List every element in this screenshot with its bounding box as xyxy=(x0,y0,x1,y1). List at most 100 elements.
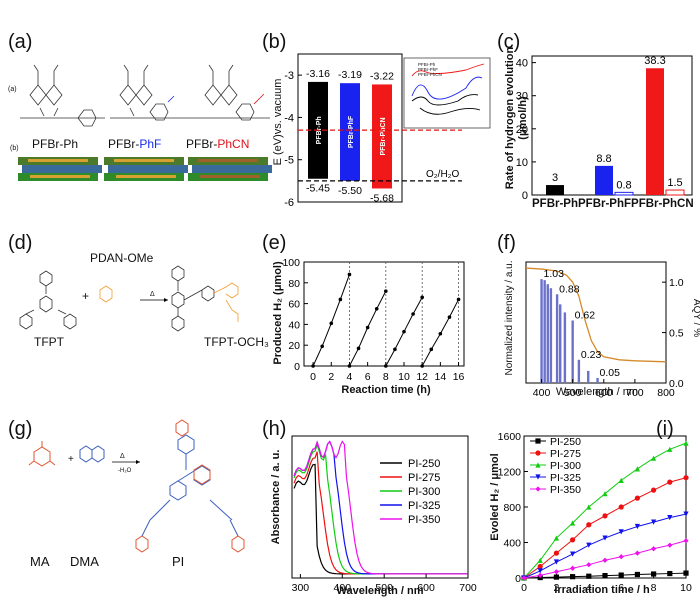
molecule-label-phf-sub: PhF xyxy=(139,137,161,151)
chart-c-bar xyxy=(546,185,564,195)
chart-f-bar xyxy=(596,377,599,383)
chart-i-point xyxy=(570,551,576,557)
chart-i-point xyxy=(651,487,657,493)
chart-f-frame xyxy=(525,261,667,384)
chart-i-point xyxy=(553,569,559,575)
chart-b-bar-label: PFBr-PhCN xyxy=(380,117,387,155)
reaction-arrow-g: Δ -H₂O xyxy=(112,453,140,474)
chart-b-bar-label: PFBr-PhF xyxy=(348,115,355,148)
chart-i-point xyxy=(535,450,541,456)
chart-e-point xyxy=(329,321,334,326)
chart-f-xtick-label: 600 xyxy=(595,387,613,399)
chart-f-ytick-right-label: 0.0 xyxy=(669,378,684,390)
fragment-label-left: MA xyxy=(30,554,50,569)
chart-i-xtick-label: 4 xyxy=(586,582,592,594)
chart-e-xtick-label: 10 xyxy=(398,371,410,383)
chart-b-frame xyxy=(297,53,403,203)
fragment-label-mid: DMA xyxy=(70,554,99,569)
chart-c-data-label: 3 xyxy=(552,172,558,184)
chart-e-point xyxy=(393,347,397,352)
panel-label-i: (i) xyxy=(656,418,674,440)
chart-b-ref-label: O₂/H₂O xyxy=(426,169,460,180)
chart-h-legend-label: PI-275 xyxy=(408,472,440,484)
chart-c-plot: 0 10 20 30 40 3 8.8 38.3 0.8 1.5 xyxy=(516,55,693,202)
chart-h-ylabel: Absorbance / a. u. xyxy=(270,450,282,545)
chart-i-frame xyxy=(523,435,687,579)
chart-e-xtick-label: 14 xyxy=(435,371,447,383)
chart-e-point xyxy=(311,364,315,368)
chart-e-point xyxy=(374,307,379,311)
chart-i-point xyxy=(634,550,640,556)
chart-f-bar xyxy=(549,288,553,383)
chart-i-point xyxy=(634,523,640,530)
chart-i-point xyxy=(618,504,624,510)
chart-c-ytick-label: 10 xyxy=(516,157,528,169)
chart-i-point xyxy=(651,546,657,552)
chart-i-point xyxy=(537,572,543,578)
chart-i-point xyxy=(586,573,592,579)
chart-i-plot: 0 400 800 1200 1600 0 2 4 6 8 10 PI-250PI-275PI-300… xyxy=(498,431,692,594)
chart-b-top-label: -3.16 xyxy=(306,68,330,80)
chart-f-bar-label: 0.88 xyxy=(559,283,580,295)
chart-c-ytick-label: 0 xyxy=(522,190,528,202)
panel-a: (a) (a) (b) PFBr-Ph PFBr-PhF PFBr-PhCN xyxy=(8,31,272,181)
molecule-label-phf: PFBr-PhF xyxy=(108,137,161,151)
chart-i-point xyxy=(537,557,543,563)
chart-i-point xyxy=(683,538,689,544)
chart-h-legend-label: PI-300 xyxy=(408,486,440,498)
chart-h-xtick-label: 300 xyxy=(292,582,310,594)
chart-h-series-line xyxy=(293,440,468,575)
chart-i-xtick-label: 6 xyxy=(618,582,624,594)
chart-b-bottom-label: -5.68 xyxy=(370,192,394,204)
reaction-arrow-d: Δ xyxy=(140,291,168,302)
chart-i-point xyxy=(553,550,560,556)
chart-h-series-line xyxy=(293,451,468,575)
chart-h-legend-label: PI-350 xyxy=(408,514,440,526)
chart-i-xlabel: Irradiation time / h xyxy=(554,584,650,596)
chart-f-xtick-label: 500 xyxy=(564,387,582,399)
chart-i-point xyxy=(570,520,576,526)
chart-i-point xyxy=(683,570,689,576)
chart-i-point xyxy=(683,475,689,481)
chart-f-bar xyxy=(543,280,546,383)
chart-b-ytick-label: -6 xyxy=(284,197,294,209)
chart-b-inset-legend-2: PFBr-PhF xyxy=(418,67,438,72)
chart-b-bar-label: PFBr-Ph xyxy=(316,116,323,144)
arrow-sign-g: Δ xyxy=(120,453,125,460)
panel-label-g: (g) xyxy=(8,418,32,440)
chart-h-frame xyxy=(291,435,469,579)
chart-f-bar xyxy=(546,284,549,383)
reagent-label: PDAN-OMe xyxy=(90,251,154,265)
chart-i-point xyxy=(570,565,576,571)
chart-f-xtick-label: 400 xyxy=(533,387,551,399)
chart-i-point xyxy=(570,574,576,580)
molecule-label-phf-stem: PFBr- xyxy=(108,137,139,151)
chart-e-xtick-label: 6 xyxy=(365,371,371,383)
chart-i-ytick-label: 1600 xyxy=(498,431,522,443)
row-label-b: (b) xyxy=(10,145,19,152)
chart-b-top-label: -3.19 xyxy=(338,69,362,81)
chart-h-plot: PI-250 PI-275 PI-300 PI-325 PI-350 300 400 500 6… xyxy=(291,435,477,594)
chart-i-ytick-label: 1200 xyxy=(498,467,522,479)
chart-i-point xyxy=(553,535,559,541)
chart-i-series-line xyxy=(523,513,687,579)
chart-f-xlabel: Wavelength / nm xyxy=(556,386,638,398)
panel-b: (b) -3 -4 -5 -6 -3.16 -5.45 PFBr-Ph -3.19 -5.50 P… xyxy=(262,31,491,209)
chart-i-point xyxy=(535,438,541,444)
chart-b-inset: PFBr-Ph PFBr-PhF PFBr-PhCN xyxy=(403,57,491,129)
chart-i-xtick-label: 0 xyxy=(521,582,527,594)
chart-i-point xyxy=(535,474,541,480)
panel-label-b: (b) xyxy=(262,31,286,53)
chart-i-legend-label: PI-300 xyxy=(550,460,581,472)
chart-i-point xyxy=(651,455,657,461)
stack-diagrams xyxy=(18,157,272,181)
chart-e-xtick-label: 0 xyxy=(310,371,316,383)
chart-i-point xyxy=(634,466,640,472)
chart-f-ylabel-left: Normalized intensity / a.u. xyxy=(504,260,515,375)
product-label: TFPT-OCH₃ xyxy=(204,335,269,349)
chart-b-ytick-label: -4 xyxy=(284,112,294,124)
chart-f-xtick-label: 700 xyxy=(626,387,644,399)
chart-f-bar-label: 0.62 xyxy=(575,309,596,321)
